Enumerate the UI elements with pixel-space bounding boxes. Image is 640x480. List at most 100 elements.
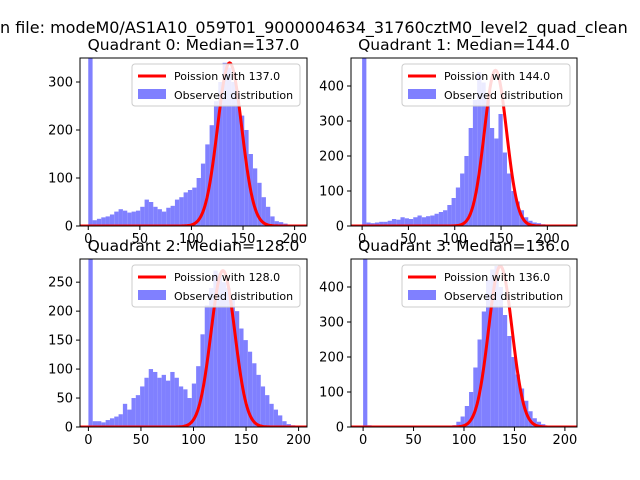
histogram-bar [109,214,115,226]
quadrant-1-panel: 0 50 100 150 200 0 100 200 300 400 Quadrant 1: Med… [319,36,578,247]
histogram-bar [443,210,448,226]
y-tick-label: 400 [319,80,344,95]
histogram-bar [456,421,461,427]
y-tick-label: 150 [48,334,73,349]
histogram-bar [455,187,461,226]
histogram-bar [256,374,261,427]
x-tick-label: 0 [84,433,92,448]
legend-box [401,63,571,107]
histogram-bar [187,190,193,226]
histogram-bar [96,218,102,226]
histogram-bar [179,197,184,226]
y-tick-label: 300 [48,76,73,91]
y-tick-label: 300 [319,316,344,331]
histogram-bar [165,380,171,427]
histogram-bar [507,336,512,427]
x-tick-label: 200 [552,433,577,448]
histogram-bar [469,392,474,427]
histogram-bar [226,287,231,427]
histogram-bar [408,219,414,226]
histogram-bar [170,205,175,226]
plot-area [80,259,307,427]
legend-box [131,63,301,107]
legend-hist-swatch [408,290,436,300]
histogram-bar [88,259,93,427]
histogram-bar [379,221,384,226]
legend-hist-swatch [138,89,166,99]
histogram-bar [363,259,368,427]
histogram-bar [166,207,171,226]
panel-title: Quadrant 2: Median=128.0 [88,237,300,255]
legend-hist-swatch [138,290,166,300]
y-tick-label: 200 [48,124,73,139]
histogram-bar [153,206,158,226]
histogram-bar [265,206,271,226]
histogram-bar [519,388,525,427]
histogram-bar [114,416,119,427]
x-tick-label: 100 [452,433,477,448]
legend-fit-label: Poission with 144.0 [444,70,550,83]
histogram-bar [170,371,175,427]
histogram-bar [231,82,236,226]
histogram-bar [92,220,97,226]
histogram-bar [498,114,503,226]
histogram-bar [140,386,145,427]
histogram-bar [477,72,482,226]
histogram-bar [481,82,486,226]
panel-title: Quadrant 0: Median=137.0 [88,36,300,54]
figure-suptitle: n file: modeM0/AS1A10_059T01_9000004634_… [0,18,628,37]
histogram-bar [277,415,283,427]
y-tick-label: 100 [319,185,344,200]
histogram-bar [498,287,503,427]
histogram-bar [135,210,141,226]
histogram-bar [430,215,435,226]
legend-fit-label: Poission with 137.0 [174,70,280,83]
histogram-bar [515,201,520,226]
histogram-bar [114,211,119,226]
x-tick-label: 200 [535,232,560,247]
histogram-bar [148,202,154,226]
histogram-bar [187,398,192,427]
histogram-bar [477,339,482,427]
histogram-bar [421,217,427,226]
histogram-bar [506,173,512,226]
histogram-bar [157,209,162,226]
y-tick-label: 400 [319,281,344,296]
y-tick-label: 250 [48,276,73,291]
histogram-bar [196,178,201,226]
histogram-bar [464,156,469,226]
histogram-bar [473,367,478,427]
histogram-bar [235,91,240,226]
histogram-bar [511,357,516,427]
y-tick-label: 0 [336,220,344,235]
x-tick-label: 0 [358,232,366,247]
histogram-bar [502,315,508,427]
histogram-bar [144,199,149,226]
quadrant-3-panel: 0 50 100 150 200 0 100 200 300 400 Quadrant 3: Med… [319,237,578,448]
histogram-bar [239,115,245,226]
histogram-bar [174,199,180,226]
legend-fit-label: Poission with 136.0 [444,271,550,284]
histogram-bar [101,422,106,427]
x-tick-label: 0 [359,433,367,448]
histogram-bar [270,216,275,226]
histogram-bar [362,58,367,226]
histogram-bar [131,398,136,427]
histogram-bar [174,377,179,427]
y-tick-label: 200 [319,351,344,366]
histogram-bar [191,383,197,427]
histogram-bar [209,287,214,427]
histogram-bar [244,130,249,226]
histogram-bar [196,366,201,427]
histogram-bar [127,409,132,427]
y-tick-label: 200 [319,150,344,165]
histogram-bar [161,211,167,226]
x-tick-label: 100 [181,433,206,448]
histogram-bar [234,311,240,427]
x-tick-label: 0 [84,232,92,247]
histogram-bar [243,340,248,427]
histogram-bar [118,209,123,226]
histogram-bar [127,212,132,226]
histogram-bar [404,218,409,226]
histogram-bar [213,101,219,226]
